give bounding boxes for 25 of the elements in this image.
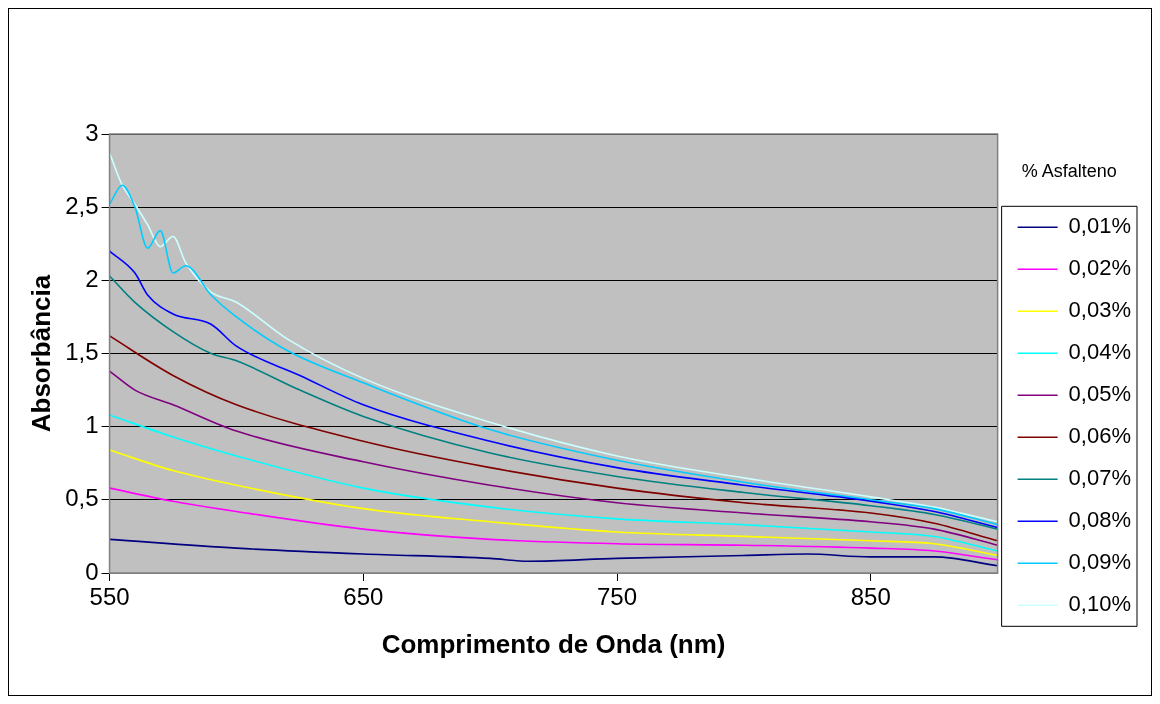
y-tick-label: 3 xyxy=(85,118,99,146)
x-tick-label: 750 xyxy=(597,583,638,611)
y-tick-label: 0 xyxy=(85,557,99,585)
y-tick-label: 1,5 xyxy=(65,338,99,366)
y-tick-label: 2 xyxy=(85,264,99,292)
legend-label: 0,07% xyxy=(1068,465,1132,491)
legend-label: 0,09% xyxy=(1068,549,1132,575)
legend-label: 0,02% xyxy=(1068,255,1132,281)
legend-title: % Asfalteno xyxy=(1021,160,1117,181)
legend-label: 0,06% xyxy=(1068,423,1132,449)
x-tick-label: 850 xyxy=(850,583,891,611)
y-tick-label: 1 xyxy=(85,411,99,439)
legend-label: 0,08% xyxy=(1068,507,1132,533)
line-series xyxy=(109,538,998,567)
x-axis-title: Comprimento de Onda (nm) xyxy=(381,628,726,659)
legend-label: 0,05% xyxy=(1068,381,1132,407)
legend-label: 0,03% xyxy=(1068,297,1132,323)
y-tick-label: 0,5 xyxy=(65,484,99,512)
y-axis-title: Absorbância xyxy=(25,274,56,433)
x-tick-label: 650 xyxy=(343,583,384,611)
x-tick-label: 550 xyxy=(89,583,130,611)
legend-label: 0,04% xyxy=(1068,339,1132,365)
legend-label: 0,01% xyxy=(1068,213,1132,239)
legend-label: 0,10% xyxy=(1068,591,1132,617)
y-tick-label: 2,5 xyxy=(65,191,99,219)
